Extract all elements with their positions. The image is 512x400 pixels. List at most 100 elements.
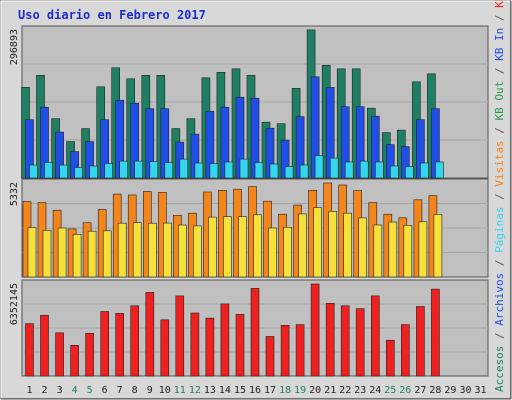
bar-visits-visitantes-distintos-day-4 (72, 234, 82, 278)
bar-traffic-páginas-day-23 (359, 160, 369, 179)
x-tick-label-22: 22 (339, 385, 351, 396)
bar-bandwidth-kb-f-day-26 (400, 324, 410, 377)
bar-traffic-páginas-day-1 (29, 164, 38, 179)
bar-bandwidth-kb-f-day-3 (55, 332, 64, 377)
x-tick-label-23: 23 (354, 385, 366, 396)
x-tick-label-17: 17 (264, 385, 276, 396)
legend-item-8: KB Out (493, 81, 506, 127)
bar-traffic-páginas-day-21 (329, 157, 339, 179)
legend-item-9: / (493, 67, 506, 80)
bar-visits-visitantes-distintos-day-17 (268, 227, 277, 278)
x-tick-label-20: 20 (309, 385, 321, 396)
bar-visits-visitantes-distintos-day-22 (343, 212, 353, 278)
bar-bandwidth-kb-f-day-12 (190, 312, 200, 377)
x-tick-label-18: 18 (279, 385, 291, 396)
x-tick-label-5: 5 (87, 385, 93, 396)
bar-visits-visitantes-distintos-day-19 (298, 213, 307, 278)
bar-traffic-páginas-day-13 (209, 163, 219, 179)
bar-traffic-páginas-day-5 (89, 165, 98, 179)
bar-traffic-páginas-day-14 (224, 161, 234, 179)
x-tick-label-12: 12 (189, 385, 201, 396)
x-tick-label-27: 27 (414, 385, 426, 396)
bar-visits-visitantes-distintos-day-25 (388, 221, 398, 278)
bar-visits-visitantes-distintos-day-18 (283, 227, 292, 278)
x-tick-label-24: 24 (369, 385, 381, 396)
bar-bandwidth-kb-f-day-25 (385, 339, 395, 377)
x-tick-label-14: 14 (219, 385, 231, 396)
bar-traffic-páginas-day-22 (344, 161, 354, 179)
bar-bandwidth-kb-f-day-9 (145, 292, 155, 377)
bar-traffic-páginas-day-10 (164, 162, 174, 179)
x-tick-label-11: 11 (174, 385, 186, 396)
bar-traffic-páginas-day-17 (269, 163, 279, 179)
bar-visits-visitantes-distintos-day-12 (193, 225, 202, 278)
x-tick-label-19: 19 (294, 385, 306, 396)
bar-bandwidth-kb-f-day-15 (235, 314, 245, 377)
bar-traffic-páginas-day-6 (104, 163, 113, 179)
bar-traffic-páginas-day-28 (435, 161, 444, 179)
legend-item-0: Accesos (493, 346, 506, 392)
x-tick-label-15: 15 (234, 385, 246, 396)
bar-visits-visitantes-distintos-day-13 (208, 216, 217, 278)
bar-visits-visitantes-distintos-day-9 (148, 222, 157, 278)
bar-bandwidth-kb-f-day-14 (220, 303, 230, 377)
chart-panels (21, 25, 489, 377)
bar-bandwidth-kb-f-day-23 (355, 308, 365, 377)
bar-bandwidth-kb-f-day-2 (40, 314, 49, 377)
x-tick-label-29: 29 (444, 385, 456, 396)
max-label-visits: 5332 (9, 182, 20, 206)
bar-visits-visitantes-distintos-day-16 (253, 214, 262, 278)
max-label-bandwidth: 6352145 (9, 283, 20, 325)
bar-bandwidth-kb-f-day-18 (280, 324, 290, 377)
legend-item-1: / (493, 332, 506, 345)
bar-bandwidth-kb-f-day-22 (340, 305, 350, 377)
bar-visits-visitantes-distintos-day-27 (418, 221, 428, 278)
bar-bandwidth-kb-f-day-13 (205, 317, 215, 377)
x-tick-label-7: 7 (117, 385, 123, 396)
bar-traffic-páginas-day-18 (284, 166, 294, 179)
legend-item-6: Visitas (493, 140, 506, 193)
bar-visits-visitantes-distintos-day-3 (57, 227, 67, 278)
x-tick-label-6: 6 (102, 385, 108, 396)
legend-item-3: / (493, 260, 506, 273)
x-tick-label-25: 25 (384, 385, 396, 396)
max-label-traffic: 296893 (9, 29, 20, 65)
chart-legend: Accesos / Archivos / Páginas / Visitas /… (493, 0, 506, 392)
panel-max-labels: 296893 5332 6352145 (9, 29, 20, 325)
bar-traffic-páginas-day-25 (389, 165, 399, 179)
legend-item-4: Páginas (493, 207, 506, 260)
bar-bandwidth-kb-f-day-19 (295, 324, 305, 377)
bar-visits-visitantes-distintos-day-6 (102, 230, 112, 278)
bar-bandwidth-kb-f-day-11 (175, 295, 185, 377)
chart-title: Uso diario en Febrero 2017 (18, 8, 206, 22)
bar-visits-visitantes-distintos-day-1 (27, 227, 37, 278)
bar-visits-visitantes-distintos-day-10 (163, 222, 172, 278)
bar-visits-visitantes-distintos-day-5 (87, 230, 97, 278)
bar-bandwidth-kb-f-day-5 (85, 332, 94, 377)
bar-visits-visitantes-distintos-day-11 (178, 224, 187, 278)
bar-traffic-páginas-day-4 (74, 167, 83, 179)
bar-traffic-páginas-day-3 (59, 164, 68, 179)
x-tick-label-13: 13 (204, 385, 216, 396)
x-tick-label-30: 30 (459, 385, 471, 396)
bar-visits-visitantes-distintos-day-28 (433, 214, 443, 278)
bar-visits-visitantes-distintos-day-24 (373, 224, 383, 278)
bar-bandwidth-kb-f-day-17 (265, 336, 275, 377)
legend-item-10: KB In (493, 28, 506, 68)
x-tick-label-4: 4 (72, 385, 78, 396)
bar-traffic-páginas-day-7 (119, 160, 128, 179)
bar-visits-visitantes-distintos-day-26 (403, 225, 413, 278)
bar-traffic-páginas-day-24 (374, 161, 384, 179)
bar-visits-visitantes-distintos-day-14 (223, 216, 232, 278)
bar-bandwidth-kb-f-day-10 (160, 319, 170, 377)
x-tick-label-9: 9 (147, 385, 153, 396)
bar-visits-visitantes-distintos-day-21 (328, 211, 338, 278)
bar-bandwidth-kb-f-day-8 (130, 305, 139, 377)
bar-bandwidth-kb-f-day-20 (310, 283, 320, 377)
legend-item-11: / (493, 14, 506, 27)
x-tick-label-26: 26 (399, 385, 411, 396)
bar-visits-visitantes-distintos-day-2 (42, 230, 52, 278)
bar-traffic-páginas-day-27 (420, 162, 429, 179)
bar-traffic-páginas-day-2 (44, 162, 53, 179)
